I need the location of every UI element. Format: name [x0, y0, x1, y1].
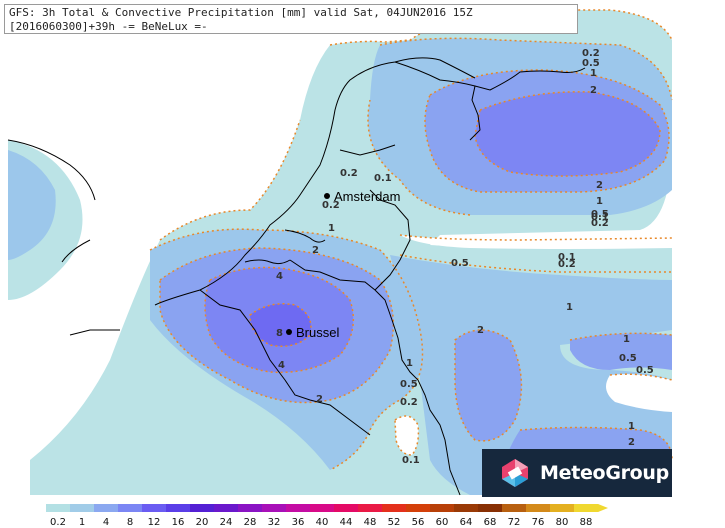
contour-label: 0.5 — [591, 209, 609, 220]
legend-label: 80 — [556, 517, 569, 528]
city-markers: Amsterdam Brussel — [286, 189, 400, 340]
map-title: GFS: 3h Total & Convective Precipitation… — [4, 4, 578, 34]
coastline-borders — [7, 57, 586, 496]
contour-label: 1 — [596, 196, 603, 207]
contour-label: 0.2 — [582, 48, 600, 59]
contour-label: 0.2 — [400, 397, 418, 408]
legend-label: 40 — [316, 517, 329, 528]
contour-label: 2 — [312, 245, 319, 256]
legend-swatch — [454, 504, 479, 512]
legend-swatch — [214, 504, 239, 512]
legend-label: 36 — [292, 517, 305, 528]
legend-swatch — [46, 504, 71, 512]
legend-swatch — [526, 504, 551, 512]
contour-label: 2 — [477, 325, 484, 336]
legend-label: 44 — [340, 517, 353, 528]
contour-label: 1 — [406, 358, 413, 369]
contour-label: 0.5 — [451, 258, 469, 269]
title-line-1: GFS: 3h Total & Convective Precipitation… — [9, 6, 473, 19]
legend-swatch — [166, 504, 191, 512]
legend-label: 4 — [103, 517, 109, 528]
legend-swatch — [334, 504, 359, 512]
contour-label: 0.2 — [322, 200, 340, 211]
logo-text: MeteoGroup — [540, 462, 669, 484]
contour-label: 0.1 — [591, 212, 609, 223]
contour-label: 4 — [278, 360, 285, 371]
contour-label: 0.5 — [619, 353, 637, 364]
legend-label: 0.2 — [50, 517, 66, 528]
contour-label: 1 — [566, 302, 573, 313]
legend-swatch — [574, 504, 599, 512]
legend-swatch — [286, 504, 311, 512]
city-dot-brussel — [286, 329, 292, 335]
legend-swatch — [118, 504, 143, 512]
contour-label: 8 — [276, 328, 283, 339]
legend-label: 72 — [508, 517, 521, 528]
legend-swatch — [478, 504, 503, 512]
legend-label: 8 — [127, 517, 133, 528]
legend-swatch — [358, 504, 383, 512]
contour-label: 2 — [628, 437, 635, 448]
legend-label: 24 — [220, 517, 233, 528]
legend-label: 60 — [436, 517, 449, 528]
legend-label: 88 — [580, 517, 593, 528]
contour-label: 0.2 — [591, 218, 609, 229]
city-label-brussel: Brussel — [296, 325, 339, 340]
contour-label: 0.2 — [340, 168, 358, 179]
contour-label: 1 — [623, 334, 630, 345]
contour-label: 0.1 — [558, 252, 576, 263]
contour-label: 1 — [590, 68, 597, 79]
precipitation-field — [8, 10, 672, 495]
contour-label: 0.5 — [636, 365, 654, 376]
contour-label: 1 — [328, 223, 335, 234]
legend-label: 20 — [196, 517, 209, 528]
legend-label: 32 — [268, 517, 281, 528]
city-dot-amsterdam — [324, 193, 330, 199]
legend-swatch — [502, 504, 527, 512]
legend-swatch — [70, 504, 95, 512]
legend-label: 12 — [148, 517, 161, 528]
legend-label: 68 — [484, 517, 497, 528]
title-line-2: [2016060300]+39h -= BeNeLux =- — [9, 20, 208, 33]
meteogroup-logo-icon — [502, 459, 528, 487]
legend-label: 48 — [364, 517, 377, 528]
legend-swatch — [310, 504, 335, 512]
precipitation-map: 0.2 0.5 1 2 0.2 0.1 0.2 1 2 4 8 4 2 0.5 … — [7, 9, 673, 496]
legend-arrow — [598, 504, 608, 512]
legend-swatch — [550, 504, 575, 512]
legend-label: 56 — [412, 517, 425, 528]
contour-label: 1 — [628, 421, 635, 432]
meteogroup-logo: MeteoGroup — [482, 449, 672, 497]
contour-label: 2 — [590, 85, 597, 96]
city-label-amsterdam: Amsterdam — [334, 189, 400, 204]
contour-label: 0.5 — [400, 379, 418, 390]
legend-swatch — [430, 504, 455, 512]
legend-swatch — [238, 504, 263, 512]
legend-label: 28 — [244, 517, 257, 528]
legend-label: 76 — [532, 517, 545, 528]
legend-swatch — [382, 504, 407, 512]
contour-label: 0.5 — [582, 58, 600, 69]
contour-labels: 0.2 0.5 1 2 0.2 0.1 0.2 1 2 4 8 4 2 0.5 … — [276, 48, 654, 466]
contour-label: 2 — [316, 394, 323, 405]
contour-label: 0.1 — [374, 173, 392, 184]
legend-label: 52 — [388, 517, 401, 528]
legend-label: 16 — [172, 517, 185, 528]
color-scale-legend: 0.2 1 4 8 12 16 20 24 28 32 36 40 44 48 52 56 60 64 68 72 76… — [46, 504, 608, 528]
legend-swatch — [190, 504, 215, 512]
legend-swatch — [142, 504, 167, 512]
contour-label: 4 — [276, 271, 283, 282]
contour-label: 0.1 — [402, 455, 420, 466]
legend-label: 1 — [79, 517, 85, 528]
legend-label: 64 — [460, 517, 473, 528]
contour-label: 2 — [596, 180, 603, 191]
legend-swatch — [94, 504, 119, 512]
legend-swatch — [406, 504, 431, 512]
contour-label: 0.2 — [558, 259, 576, 270]
legend-swatch — [262, 504, 287, 512]
